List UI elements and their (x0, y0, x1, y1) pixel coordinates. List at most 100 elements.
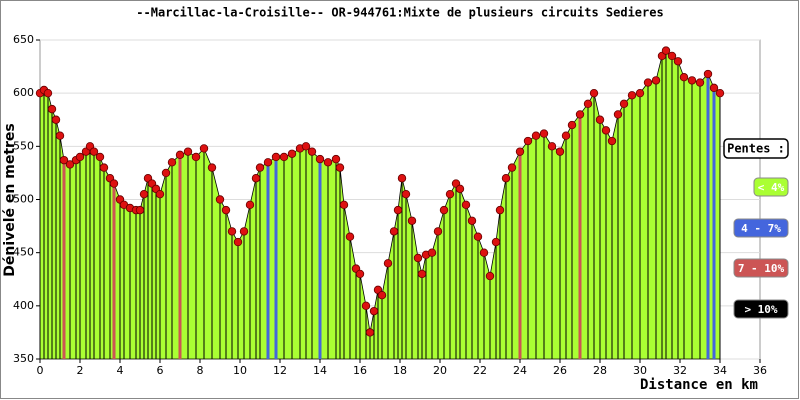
point-marker (695, 78, 705, 87)
point-marker (651, 76, 661, 85)
point-marker (389, 227, 399, 236)
point-marker (279, 152, 289, 162)
point-marker (233, 237, 243, 247)
point-marker (315, 154, 325, 164)
point-marker (491, 237, 501, 247)
x-tick-label: 8 (197, 364, 204, 377)
x-tick-label: 10 (233, 364, 247, 377)
point-marker (263, 158, 273, 167)
point-marker (109, 179, 119, 188)
point-marker (567, 120, 577, 130)
point-marker (715, 88, 725, 98)
y-tick-label: 400 (13, 299, 34, 312)
point-marker (661, 46, 671, 55)
point-marker (207, 163, 217, 172)
point-marker (271, 152, 281, 162)
point-marker (531, 131, 541, 140)
x-tick-label: 16 (353, 364, 367, 377)
point-marker (251, 174, 261, 183)
point-marker (393, 205, 403, 215)
point-marker (239, 227, 249, 236)
point-marker (607, 136, 617, 146)
x-tick-label: 0 (37, 364, 44, 377)
legend-swatch (733, 218, 789, 238)
point-marker (99, 163, 109, 172)
point-marker (339, 200, 349, 210)
point-marker (345, 232, 355, 241)
point-marker (673, 57, 683, 66)
legend-swatch (733, 299, 789, 319)
point-marker (175, 150, 185, 160)
x-tick-label: 36 (753, 364, 767, 377)
point-marker (687, 76, 697, 85)
point-marker (89, 147, 99, 156)
y-tick-label: 550 (13, 139, 34, 152)
point-marker (215, 195, 225, 204)
y-axis-label: Dénivelé en metres (2, 123, 18, 277)
point-marker (183, 147, 193, 156)
point-marker (407, 216, 417, 225)
point-marker (155, 189, 165, 199)
point-marker (523, 136, 533, 146)
point-marker (635, 88, 645, 98)
point-marker (47, 104, 57, 114)
chart-title: --Marcillac-la-Croisille-- OR-944761:Mix… (136, 6, 663, 20)
point-marker (199, 144, 209, 153)
y-tick-label: 350 (13, 352, 34, 365)
point-marker (461, 200, 471, 210)
point-marker (301, 142, 311, 151)
point-marker (287, 149, 297, 158)
point-marker (397, 174, 407, 183)
legend-title: Pentes : (727, 142, 785, 156)
point-marker (427, 248, 437, 257)
point-marker (191, 152, 201, 162)
point-marker (335, 163, 345, 172)
point-marker (709, 83, 719, 93)
x-tick-label: 4 (117, 364, 124, 377)
legend-swatch (733, 258, 789, 278)
x-tick-label: 32 (673, 364, 687, 377)
point-marker (365, 328, 375, 337)
x-tick-label: 34 (713, 364, 727, 377)
point-marker (355, 269, 365, 279)
x-tick-label: 2 (77, 364, 84, 377)
point-marker (383, 259, 393, 268)
point-marker (369, 306, 379, 316)
point-marker (413, 253, 423, 263)
x-tick-label: 14 (313, 364, 327, 377)
point-marker (485, 271, 495, 281)
point-marker (703, 69, 713, 79)
x-tick-label: 30 (633, 364, 647, 377)
point-marker (161, 168, 171, 178)
point-marker (473, 232, 483, 241)
x-tick-label: 22 (473, 364, 487, 377)
point-marker (95, 152, 105, 162)
x-tick-label: 12 (273, 364, 287, 377)
point-marker (501, 174, 511, 183)
point-marker (439, 205, 449, 215)
point-marker (323, 158, 333, 167)
point-marker (377, 291, 387, 300)
point-marker (455, 184, 465, 194)
point-marker (75, 152, 85, 162)
point-marker (43, 88, 53, 98)
legend-label: < 4% (758, 181, 785, 194)
point-marker (59, 155, 69, 165)
x-tick-label: 20 (433, 364, 447, 377)
x-tick-label: 18 (393, 364, 407, 377)
point-marker (643, 78, 653, 87)
point-marker (467, 216, 477, 225)
legend-label: 7 - 10% (738, 262, 785, 275)
point-marker (55, 131, 65, 140)
point-marker (417, 269, 427, 279)
x-tick-label: 28 (593, 364, 607, 377)
point-marker (595, 115, 605, 124)
point-marker (167, 158, 177, 167)
y-tick-label: 500 (13, 193, 34, 206)
point-marker (139, 189, 149, 199)
x-tick-label: 26 (553, 364, 567, 377)
point-marker (221, 205, 231, 215)
point-marker (479, 248, 489, 257)
point-marker (613, 110, 623, 119)
point-marker (361, 301, 371, 311)
